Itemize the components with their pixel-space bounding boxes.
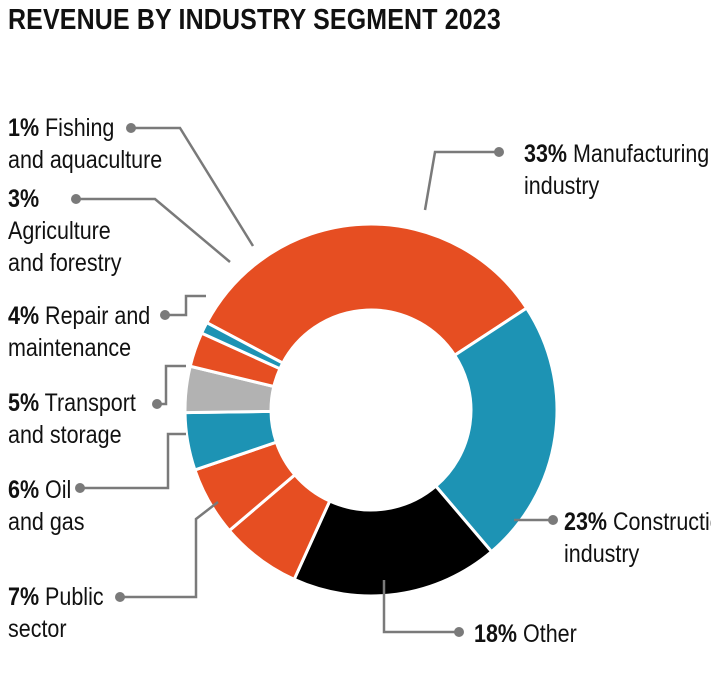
label-agriculture-and-forestry: 3% Agriculture and forestry <box>8 183 122 279</box>
slice-percent: 5% <box>8 389 40 417</box>
label-fishing-and-aquaculture: 1% Fishing and aquaculture <box>8 112 162 176</box>
slice-construction-industry <box>433 306 559 554</box>
slice-label-text: Oil <box>39 476 72 504</box>
slice-percent: 23% <box>564 508 608 536</box>
label-public-sector: 7% Public sector <box>8 581 104 645</box>
leader-line <box>165 294 206 317</box>
slice-label-text: Agriculture <box>8 217 111 245</box>
slice-label-text: and gas <box>8 508 85 536</box>
leader-dot <box>454 627 464 637</box>
leader-lines <box>71 123 558 637</box>
leader-dot <box>71 194 81 204</box>
leader-dot <box>160 310 170 320</box>
slice-label-text: Manufacturing <box>567 140 710 168</box>
slice-percent: 6% <box>8 476 40 504</box>
leader-dot <box>115 592 125 602</box>
slice-label-text: Construction <box>613 508 711 536</box>
slice-percent: 4% <box>8 302 40 330</box>
slice-label-text: Public <box>39 583 104 611</box>
slice-label-text: maintenance <box>8 334 132 362</box>
slice-label-text: and aquaculture <box>8 146 163 174</box>
leader-dot <box>75 483 85 493</box>
leader-dot <box>152 399 162 409</box>
slice-label-text: industry <box>524 172 600 200</box>
slice-percent: 3% <box>8 185 40 213</box>
leader-dot <box>126 123 136 133</box>
donut-slices <box>183 222 559 598</box>
slice-label-text: Fishing <box>39 114 115 142</box>
label-construction-industry: 23% Construction industry <box>564 506 711 570</box>
leader-line <box>131 126 255 247</box>
slice-fishing-and-aquaculture <box>199 320 285 371</box>
slice-percent: 1% <box>8 114 40 142</box>
leader-line <box>120 501 219 599</box>
leader-dot <box>548 515 558 525</box>
label-manufacturing-industry: 33% Manufacturing industry <box>524 138 709 202</box>
slice-label-text: sector <box>8 615 67 643</box>
slice-percent: 7% <box>8 583 40 611</box>
slice-label-text: Other <box>517 620 577 648</box>
leader-line <box>382 580 459 634</box>
leader-line <box>157 364 186 406</box>
slice-other <box>292 484 494 598</box>
slice-manufacturing-industry <box>204 222 529 366</box>
slice-percent: 18% <box>474 620 518 648</box>
label-repair-and-maintenance: 4% Repair and maintenance <box>8 300 150 364</box>
label-other: 18% Other <box>474 618 577 650</box>
slice-label-text: Transport <box>39 389 136 417</box>
leader-line <box>423 150 499 211</box>
slice-label-text: and forestry <box>8 249 122 277</box>
slice-percent: 33% <box>524 140 568 168</box>
label-transport-and-storage: 5% Transport and storage <box>8 387 136 451</box>
leader-line <box>80 432 186 490</box>
label-oil-and-gas: 6% Oil and gas <box>8 474 85 538</box>
leader-line <box>76 197 231 263</box>
slice-label-text: and storage <box>8 421 122 449</box>
leader-dot <box>494 147 504 157</box>
slice-label-text: Repair and <box>39 302 151 330</box>
chart-title: REVENUE BY INDUSTRY SEGMENT 2023 <box>8 4 501 36</box>
slice-label-text: industry <box>564 540 640 568</box>
